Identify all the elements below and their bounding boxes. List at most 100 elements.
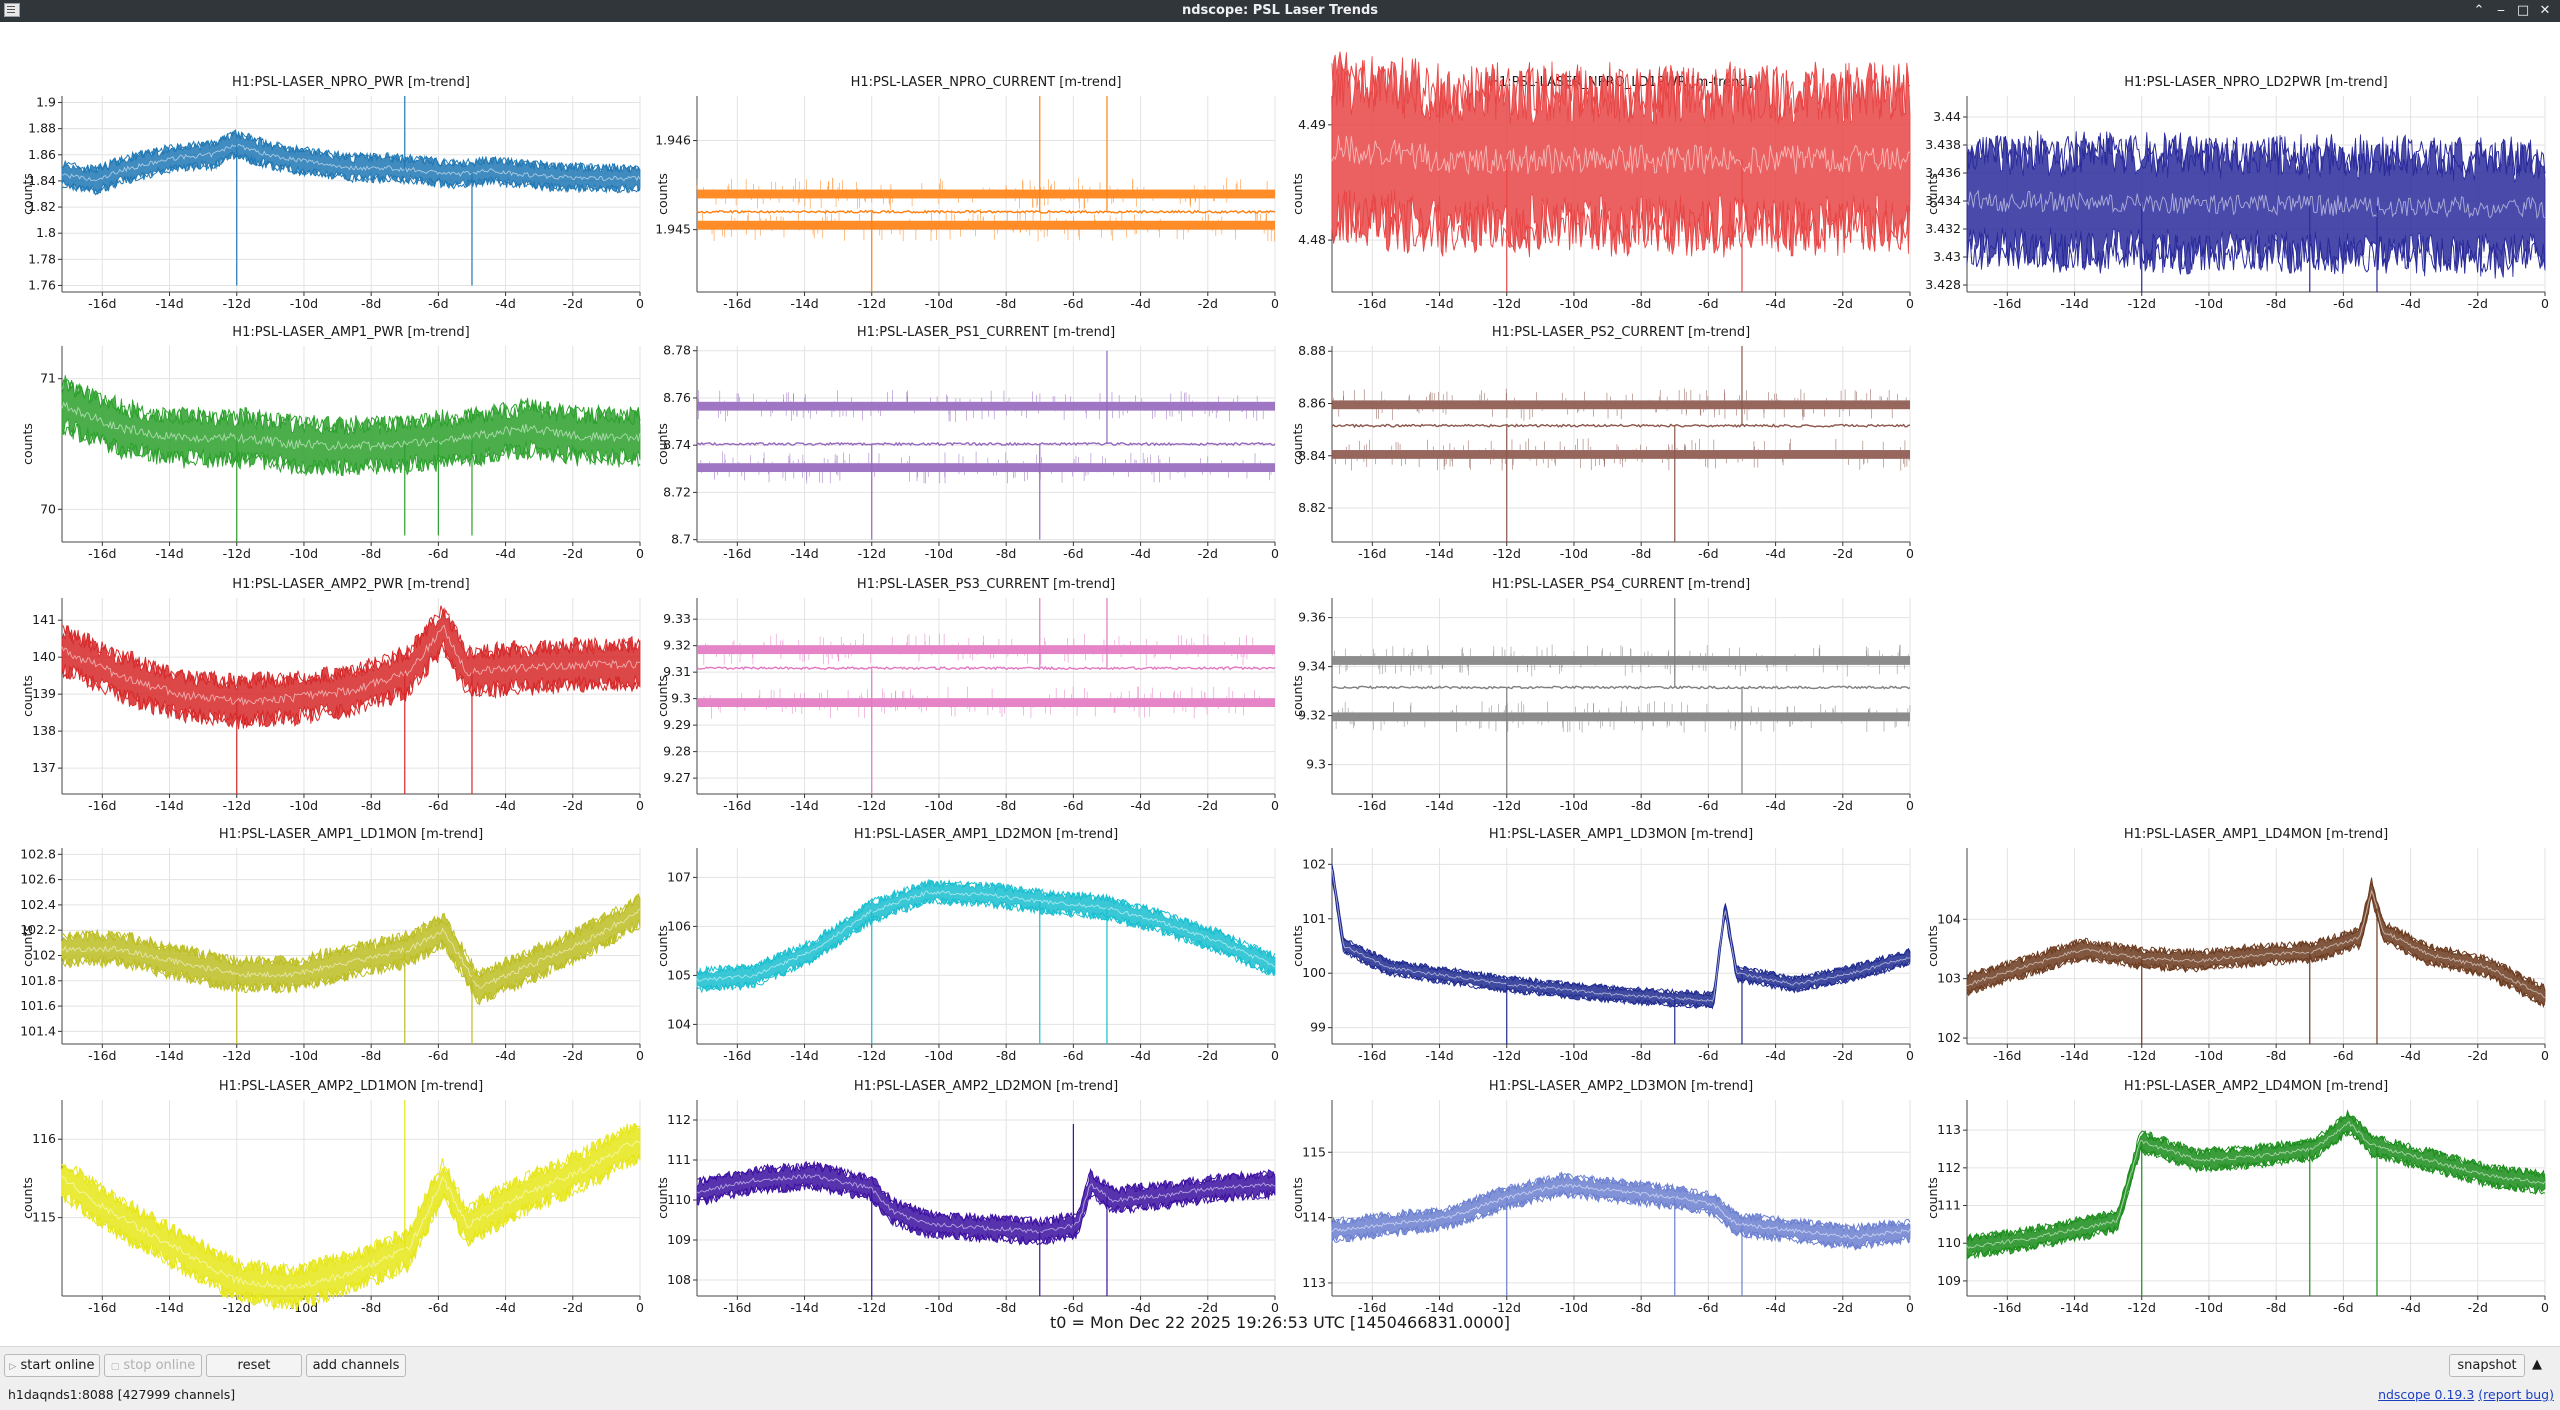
x-tick-label: -12d — [858, 1300, 886, 1315]
x-tick-label: -2d — [1833, 798, 1853, 813]
plot-title: H1:PSL-LASER_AMP2_LD3MON [m-trend] — [1489, 1079, 1753, 1094]
x-tick-label: -6d — [428, 798, 448, 813]
plot-title: H1:PSL-LASER_AMP1_LD4MON [m-trend] — [2124, 827, 2388, 842]
plot-panel[interactable]: H1:PSL-LASER_AMP2_LD4MON [m-trend] -16d -1… — [1905, 1056, 2549, 1315]
plot-panel[interactable]: H1:PSL-LASER_AMP1_LD4MON [m-trend] -16d -1… — [1905, 804, 2549, 1063]
plot-panel[interactable]: H1:PSL-LASER_AMP1_LD2MON [m-trend] -16d -1… — [635, 804, 1279, 1063]
x-tick-label: -14d — [155, 1300, 183, 1315]
x-tick-label: -10d — [1560, 546, 1588, 561]
plot-panel[interactable]: H1:PSL-LASER_PS3_CURRENT [m-trend] -16d -1… — [635, 554, 1279, 813]
y-tick-label: 1.78 — [28, 251, 56, 266]
y-tick-label: 70 — [40, 501, 56, 516]
plot-svg: H1:PSL-LASER_NPRO_CURRENT [m-trend] -16d -… — [655, 75, 1279, 311]
x-tick-label: -8d — [1631, 546, 1651, 561]
y-tick-label: 9.28 — [663, 744, 691, 759]
plot-panel[interactable]: H1:PSL-LASER_NPRO_LD1PWR [m-trend]-16d-1… — [1270, 51, 1914, 311]
expand-arrow-icon[interactable]: ▲ — [2532, 1357, 2542, 1372]
y-tick-label: 112 — [667, 1112, 691, 1127]
x-tick-label: -10d — [1560, 1048, 1588, 1063]
maximize-icon[interactable]: □ — [2516, 3, 2530, 18]
plot-panel[interactable]: H1:PSL-LASER_PS1_CURRENT [m-trend] -16d -1… — [635, 302, 1279, 561]
x-tick-label: -8d — [361, 546, 381, 561]
grid — [62, 96, 641, 292]
add-channels-button[interactable]: add channels — [306, 1354, 406, 1377]
x-tick-label: -16d — [88, 1300, 116, 1315]
plot-panel[interactable]: H1:PSL-LASER_NPRO_CURRENT [m-trend] -16d -… — [635, 52, 1279, 311]
plot-panel[interactable]: H1:PSL-LASER_AMP1_LD3MON [m-trend] -16d -1… — [1270, 804, 1914, 1063]
y-axis-label: counts — [20, 423, 35, 465]
start-online-button[interactable]: ▷ start online — [4, 1354, 100, 1377]
x-tick-label: -8d — [1631, 798, 1651, 813]
y-axis-label: counts — [1925, 173, 1940, 215]
plot-svg: H1:PSL-LASER_AMP2_LD3MON [m-trend] -16d -1… — [1290, 1079, 1914, 1315]
server-status: h1daqnds1:8088 [427999 channels] — [8, 1387, 236, 1402]
plot-title: H1:PSL-LASER_AMP1_LD3MON [m-trend] — [1489, 827, 1753, 842]
data-trace — [696, 598, 1276, 794]
plot-panel[interactable]: H1:PSL-LASER_PS2_CURRENT [m-trend] -16d -1… — [1270, 302, 1914, 561]
report-bug-link[interactable]: (report bug) — [2478, 1387, 2554, 1402]
plot-panel[interactable]: H1:PSL-LASER_PS4_CURRENT [m-trend] -16d -1… — [1270, 554, 1914, 813]
x-tick-label: -14d — [155, 296, 183, 311]
close-icon[interactable]: ✕ — [2539, 3, 2551, 18]
plot-panel[interactable]: H1:PSL-LASER_NPRO_PWR [m-trend] -16d -14d -… — [0, 52, 644, 311]
plot-panel[interactable]: H1:PSL-LASER_AMP2_LD1MON [m-trend] -16d -1… — [0, 1056, 644, 1315]
x-tick-label: -2d — [563, 1300, 583, 1315]
x-tick-label: -16d — [723, 1048, 751, 1063]
play-icon: ▷ — [9, 1362, 17, 1372]
x-tick-label: -2d — [1198, 798, 1218, 813]
x-tick-label: 0 — [2541, 296, 2549, 311]
x-tick-label: -14d — [1425, 798, 1453, 813]
stop-icon: ▢ — [110, 1362, 120, 1372]
y-tick-label: 111 — [667, 1152, 691, 1167]
snapshot-button[interactable]: snapshot — [2449, 1354, 2525, 1377]
plot-grid: H1:PSL-LASER_NPRO_PWR [m-trend] -16d -14d -… — [0, 22, 2560, 1315]
x-tick-label: -12d — [1493, 798, 1521, 813]
x-tick-label: -12d — [1493, 296, 1521, 311]
x-tick-label: -8d — [361, 798, 381, 813]
x-tick-label: -14d — [1425, 546, 1453, 561]
plot-panel[interactable]: H1:PSL-LASER_AMP2_LD2MON [m-trend] -16d -1… — [635, 1056, 1279, 1315]
x-tick-label: -14d — [1425, 296, 1453, 311]
x-tick-label: -16d — [1993, 1300, 2021, 1315]
app-icon[interactable] — [4, 3, 20, 17]
stop-online-button[interactable]: ▢ stop online — [104, 1354, 202, 1377]
y-tick-label: 115 — [1302, 1144, 1326, 1159]
plot-panel[interactable]: H1:PSL-LASER_AMP2_LD3MON [m-trend] -16d -1… — [1270, 1056, 1914, 1315]
grid — [697, 598, 1276, 794]
x-tick-label: 0 — [1271, 546, 1279, 561]
plot-svg: H1:PSL-LASER_AMP1_LD3MON [m-trend] -16d -1… — [1290, 827, 1914, 1063]
y-tick-label: 114 — [1302, 1210, 1326, 1225]
plot-title: H1:PSL-LASER_AMP1_LD2MON [m-trend] — [854, 827, 1118, 842]
y-tick-label: 102.4 — [20, 897, 56, 912]
x-tick-label: -6d — [2333, 1048, 2353, 1063]
y-tick-label: 102.8 — [20, 846, 56, 861]
x-tick-label: -16d — [88, 1048, 116, 1063]
reset-button[interactable]: reset — [206, 1354, 302, 1377]
x-tick-label: -12d — [1493, 1300, 1521, 1315]
plot-panel[interactable]: H1:PSL-LASER_NPRO_LD2PWR [m-trend] -16d -1… — [1905, 52, 2549, 311]
keep-above-icon[interactable]: ⌃ — [2473, 3, 2485, 18]
plot-panel[interactable]: H1:PSL-LASER_AMP2_PWR [m-trend] -16d -14d -… — [0, 554, 644, 813]
y-tick-label: 8.72 — [663, 484, 691, 499]
y-tick-label: 101 — [1302, 911, 1326, 926]
grid — [1332, 848, 1911, 1044]
grid — [1332, 346, 1911, 542]
version-link[interactable]: ndscope 0.19.3 — [2378, 1387, 2475, 1402]
minimize-icon[interactable]: ⎯ — [2497, 3, 2505, 18]
plot-svg: H1:PSL-LASER_AMP1_LD4MON [m-trend] -16d -1… — [1925, 827, 2549, 1063]
x-tick-label: -16d — [1358, 546, 1386, 561]
plot-panel[interactable]: H1:PSL-LASER_AMP1_LD1MON [m-trend] -16d -1… — [0, 804, 644, 1063]
y-tick-label: 4.48 — [1298, 232, 1326, 247]
x-tick-label: -12d — [2128, 1048, 2156, 1063]
y-axis-label: counts — [20, 173, 35, 215]
plot-svg: H1:PSL-LASER_NPRO_LD1PWR [m-trend]-16d-1… — [1290, 51, 1914, 311]
x-tick-label: -10d — [290, 798, 318, 813]
y-tick-label: 141 — [32, 612, 56, 627]
y-tick-label: 102.6 — [20, 872, 56, 887]
x-tick-label: -12d — [1493, 546, 1521, 561]
plot-title: H1:PSL-LASER_NPRO_PWR [m-trend] — [232, 75, 470, 90]
plot-panel[interactable]: H1:PSL-LASER_AMP1_PWR [m-trend] -16d -14d -… — [0, 302, 644, 561]
plot-svg: H1:PSL-LASER_PS1_CURRENT [m-trend] -16d -1… — [655, 325, 1279, 561]
x-tick-label: -8d — [361, 1300, 381, 1315]
y-tick-label: 9.3 — [1306, 757, 1326, 772]
